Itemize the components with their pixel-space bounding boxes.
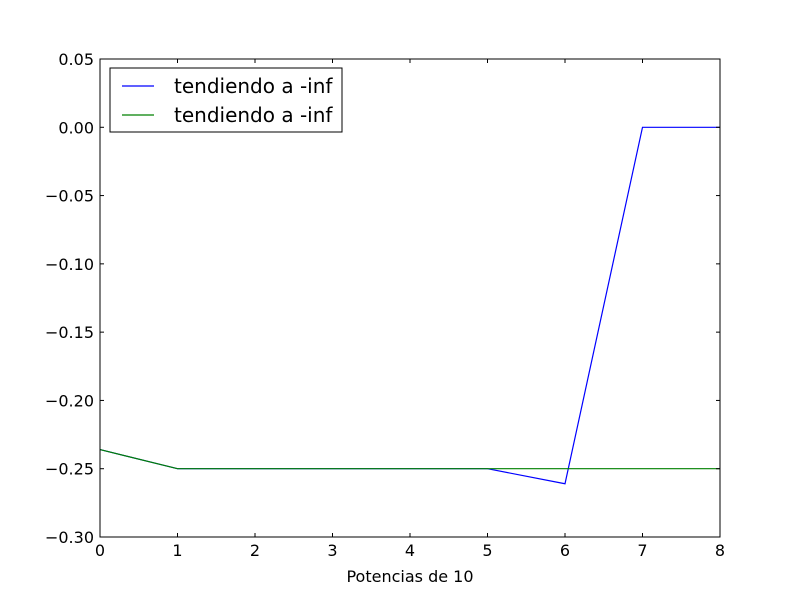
- x-tick-label: 1: [172, 541, 182, 560]
- x-tick-label: 8: [715, 541, 725, 560]
- plot-background: [100, 59, 720, 537]
- y-tick-label: −0.20: [45, 391, 94, 410]
- y-tick-label: −0.25: [45, 460, 94, 479]
- y-tick-label: 0.05: [58, 50, 94, 69]
- y-tick-label: −0.05: [45, 187, 94, 206]
- x-tick-label: 0: [95, 541, 105, 560]
- y-tick-label: −0.15: [45, 323, 94, 342]
- x-tick-label: 3: [327, 541, 337, 560]
- x-tick-label: 5: [482, 541, 492, 560]
- y-tick-label: −0.10: [45, 255, 94, 274]
- y-tick-label: 0.00: [58, 118, 94, 137]
- legend: tendiendo a -inf tendiendo a -inf: [109, 67, 343, 133]
- legend-box: [109, 67, 343, 133]
- tick-labels-layer: 0 1 2 3 4 5 6 7 8 0.05 0.00 −0.05 −0.10 −0.15 −0.20 −0.…: [45, 50, 725, 560]
- plot-frame: [99, 58, 721, 538]
- x-tick-label: 6: [560, 541, 570, 560]
- x-tick-label: 2: [250, 541, 260, 560]
- x-tick-label: 7: [637, 541, 647, 560]
- series-layer: [99, 126, 720, 485]
- x-tick-label: 4: [405, 541, 415, 560]
- legend-label-1: tendiendo a -inf: [174, 74, 333, 98]
- series-line-2: [99, 449, 720, 470]
- legend-label-2: tendiendo a -inf: [174, 103, 333, 127]
- x-axis-label: Potencias de 10: [346, 567, 473, 586]
- y-tick-label: −0.30: [45, 528, 94, 547]
